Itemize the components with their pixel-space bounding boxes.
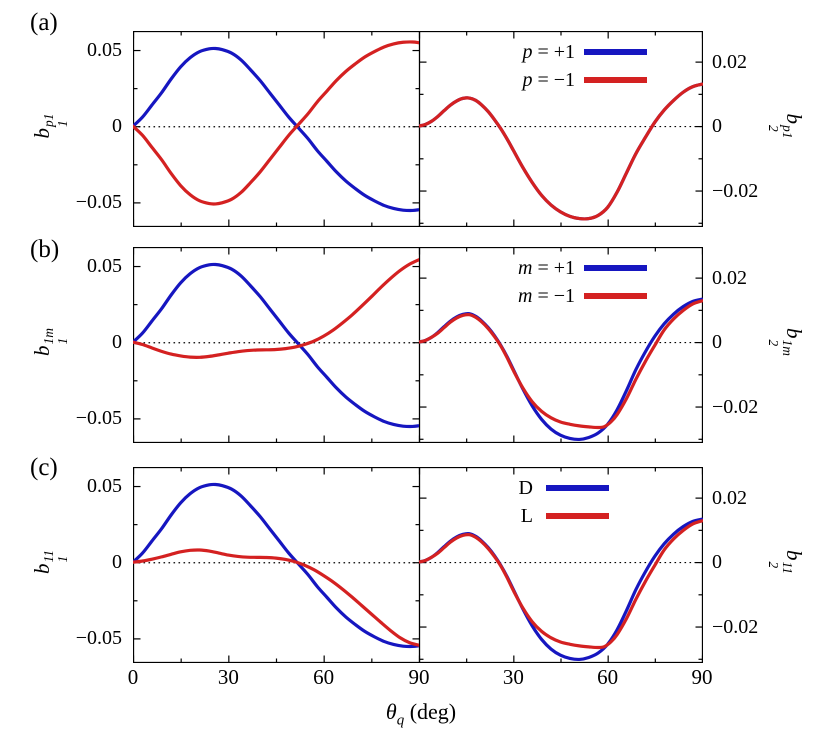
y-tick-label: −0.05 [75, 191, 122, 214]
panel-frame-c_left [133, 467, 420, 663]
y-tick-label: −0.05 [75, 627, 122, 650]
legend-swatch-c_right-blue [546, 485, 609, 491]
panel-frame-a_left [133, 31, 420, 227]
panel-letter-b: (b) [30, 236, 60, 263]
legend-swatch-b_right-blue [584, 265, 647, 271]
curve-c_left-red [133, 548, 420, 647]
y-tick-label: −0.05 [75, 407, 122, 430]
plot-panel-c_right [419, 467, 703, 663]
legend-swatch-b_right-red [584, 293, 647, 299]
y-axis-label-b_right: b 1m 2 [765, 328, 806, 357]
panel-letter-a: (a) [30, 9, 58, 36]
y-tick-label: 0 [712, 551, 722, 574]
plot-panel-c_left [133, 467, 420, 663]
panel-letter-c: (c) [30, 454, 58, 481]
plot-panel-b_right [419, 247, 703, 443]
x-tick-label: 90 [691, 665, 713, 689]
legend-label-c_right-red: L [520, 505, 533, 527]
x-tick-label: 0 [127, 665, 139, 689]
plot-panel-a_left [133, 31, 420, 227]
y-tick-label: 0 [712, 331, 722, 354]
legend-label-a_right-red: p = −1 [522, 69, 575, 91]
y-tick-label: −0.02 [712, 179, 759, 202]
y-tick-label: 0.05 [87, 475, 122, 498]
curve-b_right-red [419, 299, 703, 430]
legend-swatch-a_right-red [584, 77, 647, 83]
y-tick-label: 0 [112, 551, 122, 574]
plot-panel-b_left [133, 247, 420, 443]
curve-a_right-red [419, 82, 703, 221]
y-tick-label: 0.02 [712, 486, 747, 509]
y-tick-label: −0.02 [712, 615, 759, 638]
y-axis-label-a_left: b p1 1 [30, 113, 71, 139]
curve-a_left-blue [133, 46, 420, 213]
y-tick-label: 0 [112, 331, 122, 354]
x-tick-label: 90 [408, 665, 430, 689]
legend-label-a_right-blue: p = +1 [522, 41, 575, 63]
x-tick-label: 30 [217, 665, 239, 689]
plot-panel-a_right [419, 31, 703, 227]
y-tick-label: 0.05 [87, 255, 122, 278]
legend-label-c_right-blue: D [518, 477, 533, 499]
curve-b_left-red [133, 258, 420, 359]
curve-c_left-blue [133, 482, 420, 649]
curve-b_left-blue [133, 262, 420, 429]
y-tick-label: 0.02 [712, 50, 747, 73]
x-tick-label: 30 [502, 665, 524, 689]
x-tick-label: 60 [597, 665, 619, 689]
curve-a_right-blue [419, 82, 703, 221]
curve-c_right-blue [419, 517, 703, 662]
y-tick-label: 0 [112, 115, 122, 138]
y-axis-label-b_left: b 1m 1 [30, 328, 71, 357]
legend-label-b_right-blue: m = +1 [517, 257, 575, 279]
x-axis-label: θq (deg) [385, 699, 457, 729]
panel-frame-c_right [419, 467, 703, 663]
legend-label-b_right-red: m = −1 [517, 285, 575, 307]
y-tick-label: −0.02 [712, 395, 759, 418]
panel-frame-b_left [133, 247, 420, 443]
y-axis-label-c_left: b 11 1 [30, 550, 71, 575]
curve-b_right-blue [419, 297, 703, 442]
y-tick-label: 0 [712, 115, 722, 138]
y-tick-label: 0.02 [712, 266, 747, 289]
legend-swatch-a_right-blue [584, 49, 647, 55]
curve-a_left-red [133, 40, 420, 206]
y-axis-label-c_right: b 11 2 [765, 550, 806, 575]
curve-c_right-red [419, 519, 703, 650]
y-axis-label-a_right: b p1 2 [765, 113, 806, 139]
x-tick-label: 60 [313, 665, 335, 689]
y-tick-label: 0.05 [87, 39, 122, 62]
legend-swatch-c_right-red [546, 513, 609, 519]
